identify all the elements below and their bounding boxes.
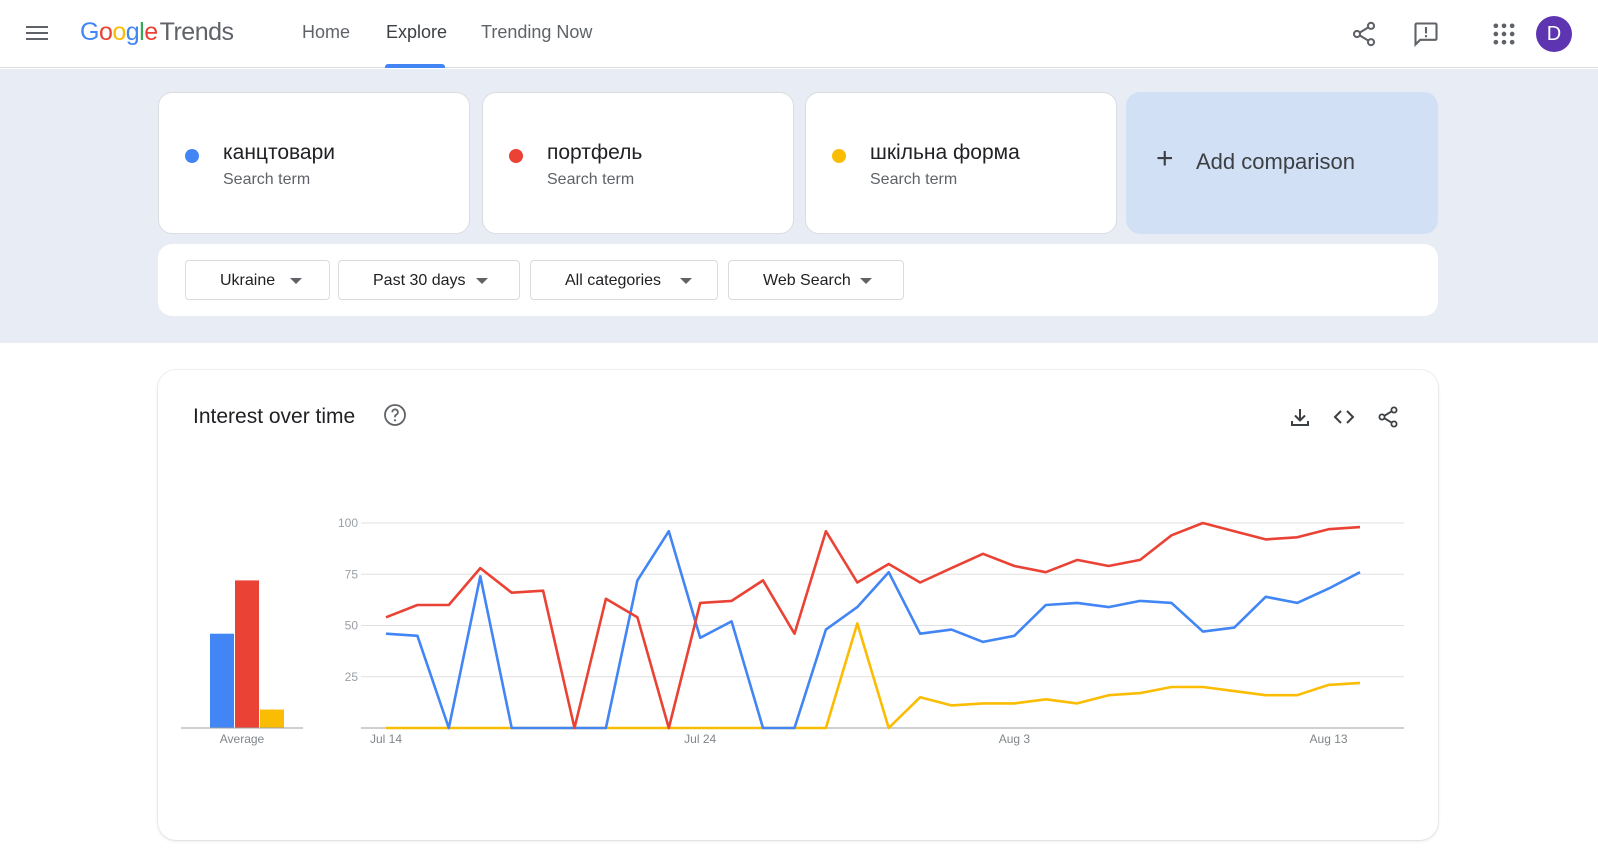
x-tick-label: Aug 3 [999, 732, 1031, 746]
y-tick-label: 100 [338, 516, 358, 530]
filter-bar: Ukraine Past 30 days All categories Web … [158, 244, 1438, 316]
search-term-name: канцтовари [223, 141, 336, 164]
add-comparison-label: Add comparison [1196, 149, 1355, 174]
feedback-icon[interactable] [1412, 20, 1440, 48]
nav-home[interactable]: Home [302, 22, 351, 42]
x-tick-label: Jul 24 [684, 732, 716, 746]
time-range-dropdown[interactable]: Past 30 days [338, 260, 520, 300]
average-bar [210, 633, 234, 728]
search-term-name: шкільна форма [870, 141, 1020, 164]
logo-letter: l [139, 18, 145, 46]
plus-icon: + [1156, 142, 1174, 175]
region-dropdown[interactable]: Ukraine [185, 260, 330, 300]
series-color-dot [185, 149, 199, 163]
series-line [385, 529, 1361, 730]
top-app-bar: GoogleTrends Home Explore Trending Now D [0, 0, 1598, 68]
average-label: Average [220, 732, 265, 746]
y-tick-label: 50 [345, 619, 359, 633]
interest-over-time-chart: 25 50 75 100 Jul 14 Jul 24 Aug 3 Aug 13 Average [181, 516, 1404, 746]
search-term-card[interactable]: шкільна форма Search term [805, 92, 1117, 234]
search-type-value: Web Search [763, 272, 851, 289]
search-term-card[interactable]: канцтовари Search term [158, 92, 470, 234]
average-bar [260, 709, 284, 728]
y-tick-label: 25 [345, 670, 359, 684]
category-value: All categories [565, 272, 662, 289]
series-color-dot [509, 149, 523, 163]
active-tab-indicator [385, 64, 445, 68]
series-line [386, 622, 1361, 730]
search-term-type: Search term [547, 171, 635, 188]
interest-over-time-card: Interest over time 25 50 75 100 Jul 14 Jul 24… [158, 370, 1438, 840]
share-icon[interactable] [1350, 20, 1378, 48]
embed-code-icon[interactable] [1332, 405, 1356, 429]
apps-grid-icon[interactable] [1490, 20, 1518, 48]
series-line [385, 521, 1361, 730]
logo-letter: e [144, 18, 158, 46]
google-trends-logo[interactable]: GoogleTrends [80, 18, 234, 47]
dropdown-arrow-icon [290, 278, 302, 284]
time-range-value: Past 30 days [373, 272, 466, 289]
search-term-type: Search term [870, 171, 958, 188]
download-icon[interactable] [1288, 405, 1312, 429]
y-tick-label: 75 [345, 567, 359, 581]
logo-trends-text: Trends [159, 18, 234, 46]
nav-explore[interactable]: Explore [386, 22, 448, 42]
category-dropdown[interactable]: All categories [530, 260, 718, 300]
add-comparison-button[interactable]: + Add comparison [1126, 92, 1438, 234]
search-type-dropdown[interactable]: Web Search [728, 260, 904, 300]
x-tick-label: Aug 13 [1310, 732, 1348, 746]
search-term-name: портфель [547, 141, 643, 164]
logo-letter: G [80, 18, 99, 46]
series-color-dot [832, 149, 846, 163]
logo-letter: g [125, 18, 140, 46]
logo-letter: o [98, 18, 113, 46]
avatar[interactable]: D [1536, 16, 1572, 52]
menu-icon[interactable] [24, 22, 50, 46]
dropdown-arrow-icon [860, 278, 872, 284]
share-icon[interactable] [1376, 405, 1400, 429]
search-term-type: Search term [223, 171, 311, 188]
dropdown-arrow-icon [680, 278, 692, 284]
logo-letter: o [112, 18, 126, 46]
nav-trending-now[interactable]: Trending Now [481, 22, 593, 42]
region-value: Ukraine [220, 272, 276, 289]
search-term-card[interactable]: портфель Search term [482, 92, 794, 234]
average-bar [235, 580, 259, 728]
widget-title: Interest over time [193, 405, 356, 428]
x-tick-label: Jul 14 [370, 732, 402, 746]
dropdown-arrow-icon [476, 278, 488, 284]
help-icon[interactable] [383, 403, 407, 427]
